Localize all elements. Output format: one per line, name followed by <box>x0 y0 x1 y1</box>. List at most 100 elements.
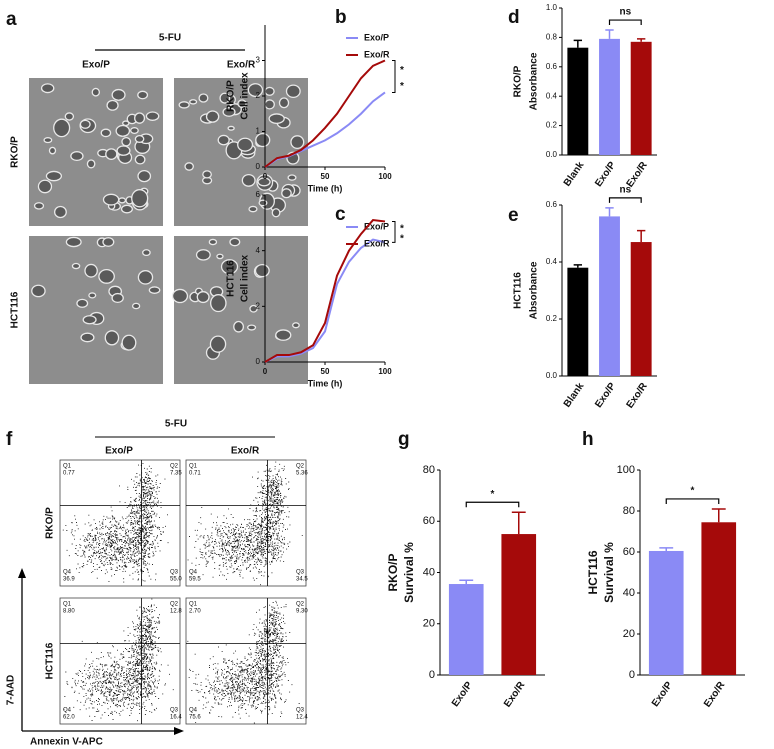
panel-letter: g <box>398 429 410 450</box>
cell <box>195 249 211 261</box>
error-bar <box>573 39 583 48</box>
cell <box>254 263 270 278</box>
significance-label: * <box>400 234 404 245</box>
cell <box>189 99 198 105</box>
cell <box>84 263 98 278</box>
quadrant-value: 34.5 <box>296 577 308 583</box>
cell <box>33 202 45 210</box>
x-tick-label: 100 <box>378 172 392 181</box>
significance-bracket <box>608 19 642 26</box>
y-tick-label: 80 <box>623 505 635 517</box>
significance-bracket <box>392 60 396 93</box>
series-line <box>264 59 386 168</box>
cell <box>217 134 230 146</box>
x-axis-label: Time (h) <box>308 378 343 388</box>
cell <box>100 128 112 138</box>
cell <box>37 179 53 194</box>
bar <box>630 41 652 156</box>
quadrant-name: Q2 <box>296 464 305 470</box>
cell <box>71 262 81 270</box>
cell <box>120 204 134 214</box>
panel-letter: a <box>6 9 17 30</box>
x-tick-label: Exo/P <box>450 680 475 709</box>
quadrant-value: 36.9 <box>63 577 75 583</box>
event-dots <box>62 463 169 583</box>
cell <box>105 148 118 160</box>
y-tick-label: 1 <box>256 127 261 136</box>
cell <box>216 253 224 260</box>
quadrant-value: 2.70 <box>189 609 201 615</box>
row-label: RKO/P <box>10 136 21 168</box>
cell <box>233 320 245 333</box>
micrograph <box>29 236 163 384</box>
cell <box>196 291 210 304</box>
cell <box>88 292 97 299</box>
cell <box>121 334 137 351</box>
bar <box>630 242 652 376</box>
y-tick-label: 0.2 <box>546 314 558 323</box>
quadrant-name: Q1 <box>63 464 72 470</box>
error-bar <box>459 579 474 585</box>
quadrant-value: 8.80 <box>63 609 75 615</box>
y-tick-label: 0.0 <box>546 371 558 380</box>
cell <box>278 97 290 109</box>
significance-label: * <box>400 65 404 76</box>
y-axis-label: Survival % <box>402 542 416 603</box>
cell <box>209 335 227 353</box>
cell <box>45 170 63 182</box>
cell <box>111 88 126 101</box>
x-tick-label: Exo/P <box>593 381 618 410</box>
y-tick-label: 0 <box>429 669 435 681</box>
cell <box>145 111 160 121</box>
x-tick-label: 0 <box>263 172 268 181</box>
x-tick-label: Blank <box>562 381 587 410</box>
cell <box>247 83 264 98</box>
error-bar <box>605 207 614 217</box>
x-tick-label: Exo/R <box>502 679 528 709</box>
y-tick-label: 40 <box>623 587 635 599</box>
row-label: HCT116 <box>45 642 56 679</box>
group-label: RKO/P <box>513 65 524 97</box>
y-tick-label: 2 <box>256 301 261 310</box>
y-tick-label: 0.8 <box>546 33 558 42</box>
significance-label: * <box>400 223 404 234</box>
panel-letter: c <box>335 204 346 225</box>
cell <box>134 154 146 165</box>
x-tick-label: 0 <box>263 367 268 376</box>
y-tick-label: 3 <box>256 56 261 65</box>
cell <box>285 84 301 99</box>
cell <box>249 304 258 313</box>
cell <box>184 162 194 171</box>
quadrant-value: 59.5 <box>189 577 201 583</box>
quadrant-value: 55.0 <box>170 577 182 583</box>
cell <box>148 286 161 294</box>
group-label: HCT116 <box>586 550 600 594</box>
cell <box>137 270 154 285</box>
x-tick-label: 50 <box>321 367 330 376</box>
cell <box>237 99 247 108</box>
cell <box>229 237 241 247</box>
cell <box>122 120 130 127</box>
y-tick-label: 60 <box>623 546 635 558</box>
cell <box>271 208 281 218</box>
cell <box>264 99 275 110</box>
cell <box>219 92 231 104</box>
cell <box>104 330 120 346</box>
quadrant-name: Q4 <box>189 570 198 576</box>
x-tick-label: Exo/R <box>625 380 651 410</box>
y-tick-label: 0.0 <box>546 150 558 159</box>
bar <box>648 550 684 675</box>
y-tick-label: 2 <box>256 91 261 100</box>
panel-letter: d <box>508 7 520 28</box>
group-label: RKO/P <box>226 80 237 112</box>
row-label: RKO/P <box>45 507 56 539</box>
error-bar <box>511 511 526 535</box>
bar <box>599 38 620 156</box>
x-tick-label: Blank <box>562 160 587 189</box>
y-tick-label: 20 <box>423 618 435 630</box>
cell <box>48 146 57 155</box>
cell <box>31 284 46 298</box>
y-tick-label: 0.4 <box>546 91 558 100</box>
quadrant-value: 12.8 <box>170 609 182 615</box>
quadrant-value: 16.4 <box>170 715 182 721</box>
